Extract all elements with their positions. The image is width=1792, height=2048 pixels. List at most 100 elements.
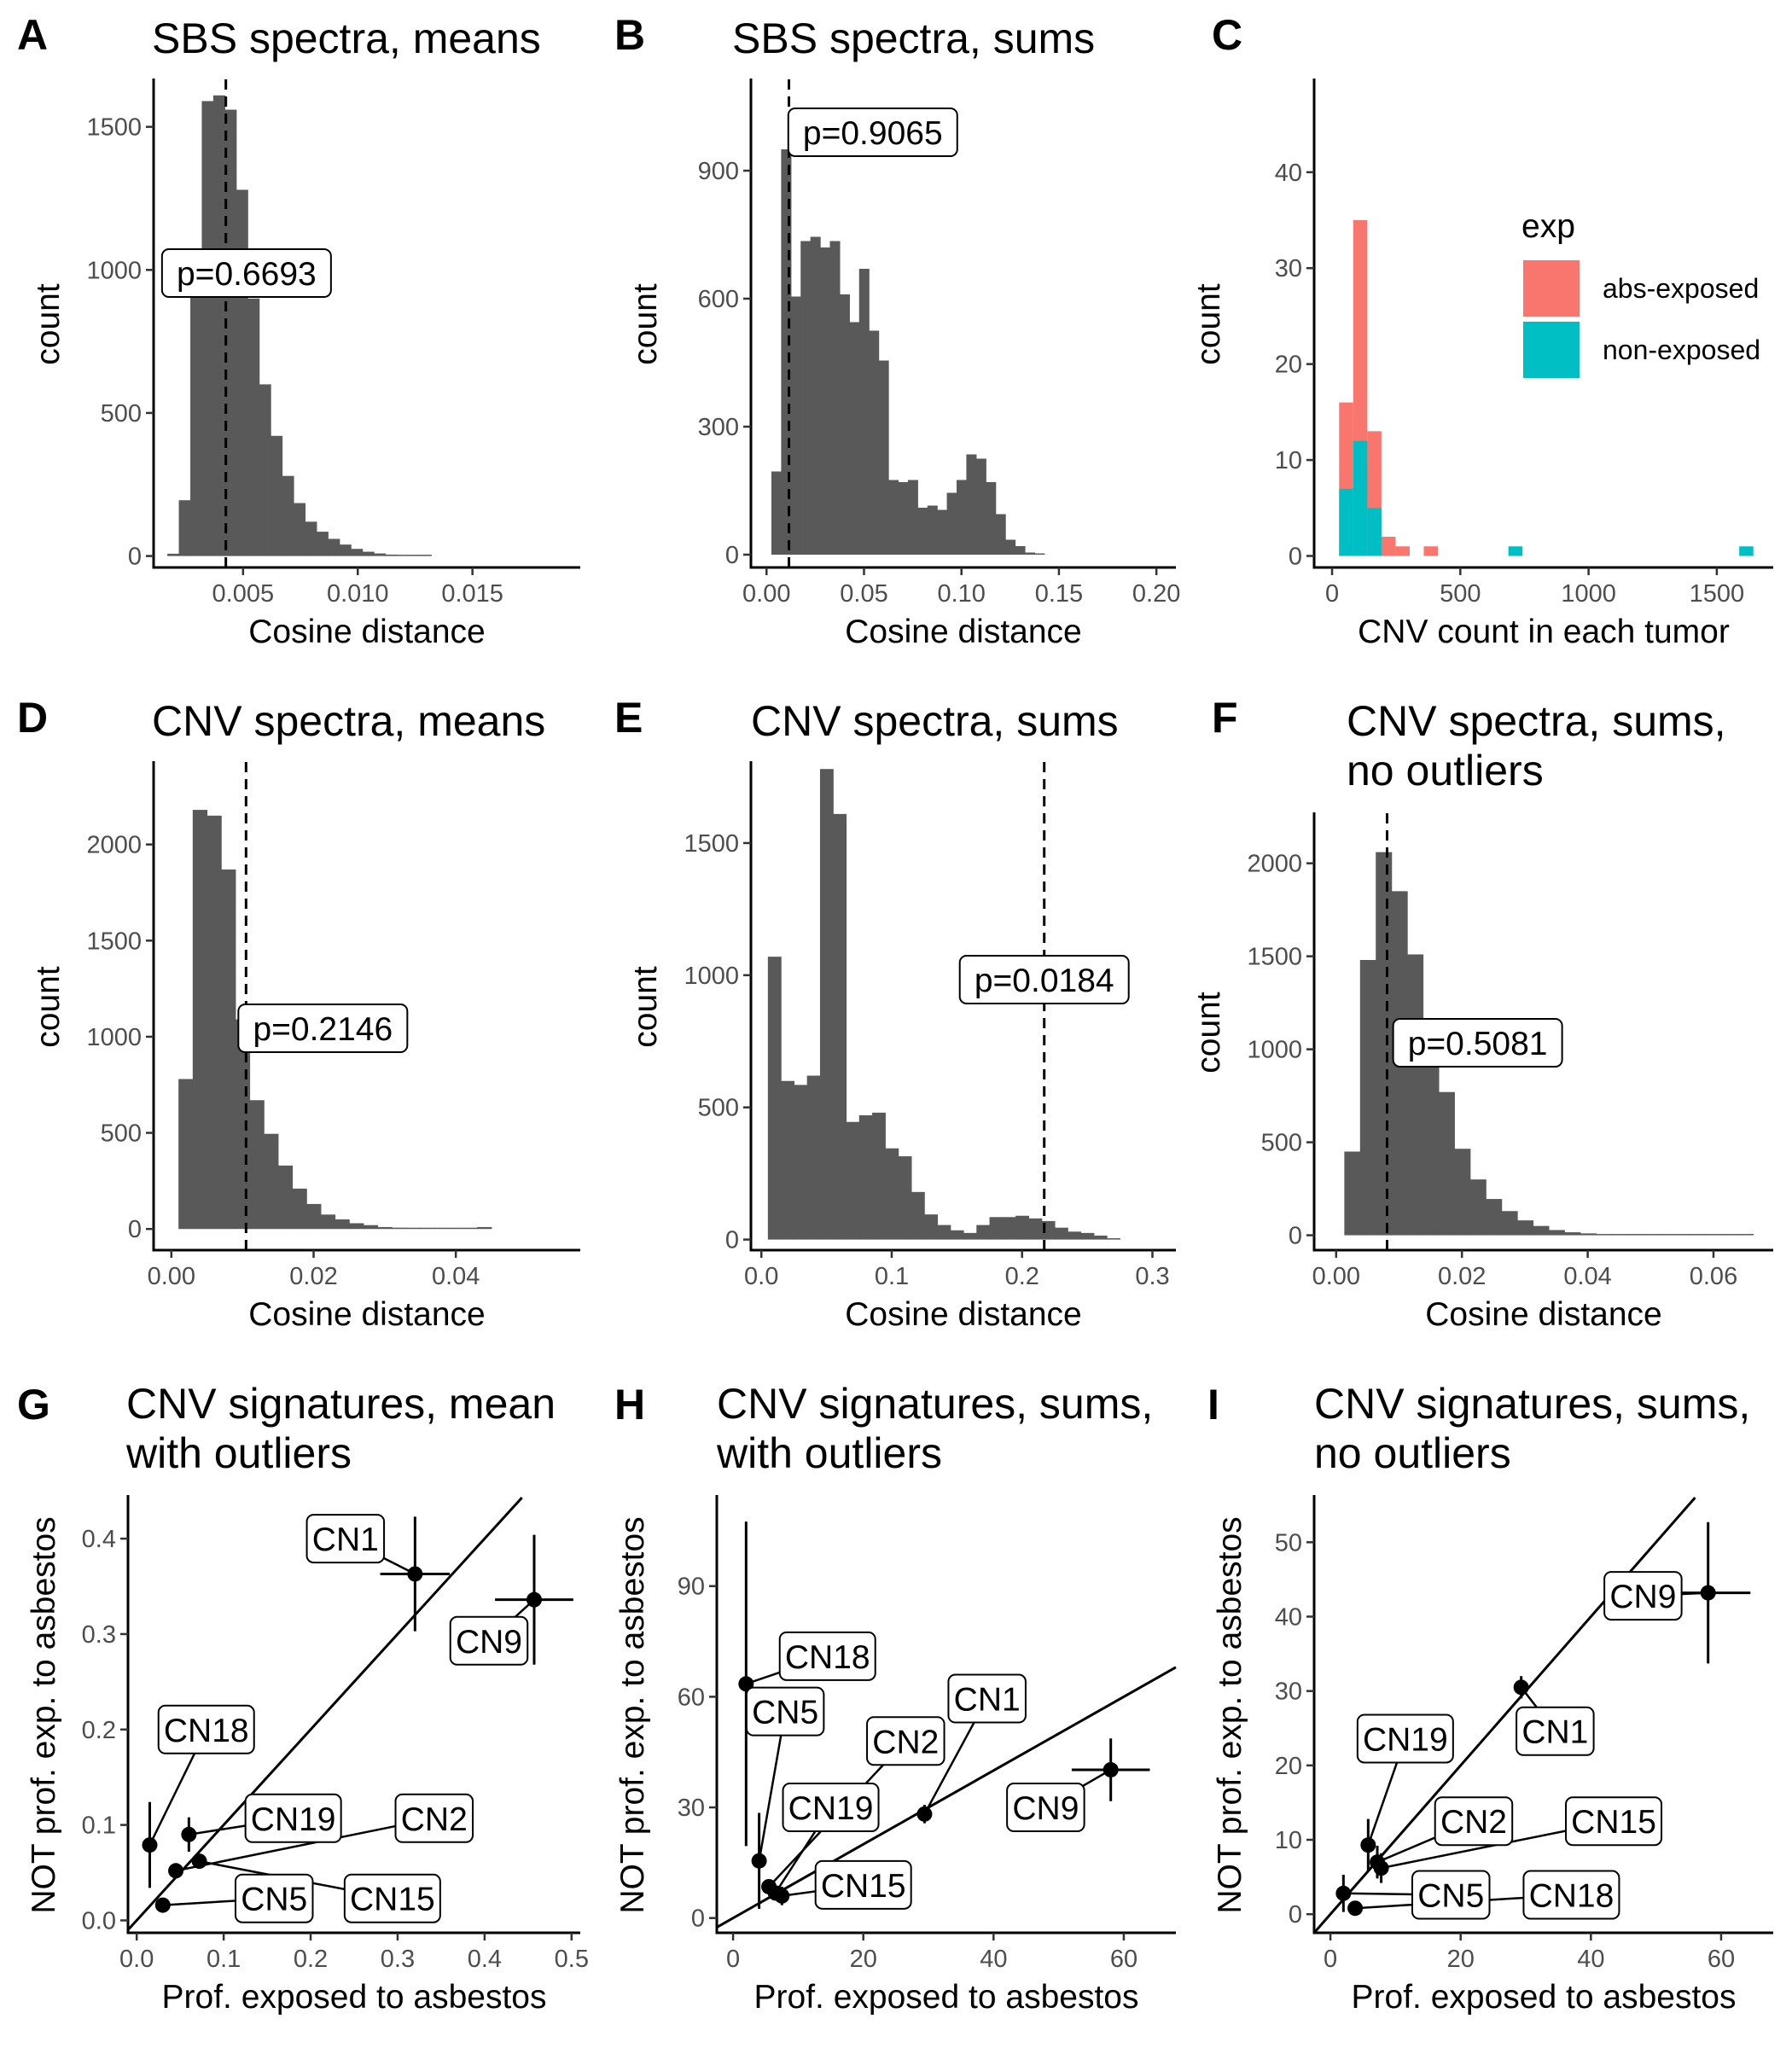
point-label-cn5-box [234, 1873, 314, 1923]
histogram-bar-abs-exposed [1381, 537, 1396, 556]
panel-label-e: E [614, 694, 643, 742]
point-cn15 [774, 1888, 790, 1904]
histogram-bar [316, 532, 329, 556]
x-tick-label: 1000 [1561, 580, 1616, 608]
point-label-cn1: CN1 [1521, 1714, 1588, 1751]
histogram-bar [829, 241, 841, 555]
histogram-bar [201, 101, 214, 556]
histogram-bar [888, 480, 899, 555]
point-label-cn18-box [157, 1704, 255, 1754]
histogram-bar [1627, 1234, 1644, 1236]
histogram-bar [1658, 1234, 1675, 1236]
y-tick-label: 40 [1275, 160, 1302, 187]
histogram-bar [1068, 1231, 1082, 1240]
pvalue-label-box [787, 108, 958, 157]
histogram-bar [963, 1232, 977, 1240]
label-leader [758, 1711, 787, 1861]
y-tick-label: 0.2 [82, 1717, 116, 1744]
y-tick-label: 30 [1275, 255, 1302, 282]
y-tick-label: 10 [1275, 447, 1302, 474]
x-tick-label: 0.3 [381, 1946, 415, 1973]
x-tick-label: 0.04 [1563, 1263, 1611, 1290]
histogram-bar [1674, 1234, 1691, 1236]
point-label-cn15-box [343, 1873, 441, 1923]
histogram-bar [810, 236, 821, 555]
histogram-bar [1533, 1225, 1550, 1236]
histogram-bar [937, 1225, 951, 1240]
y-tick-label: 0 [1289, 1901, 1302, 1929]
y-tick-label: 1500 [86, 928, 142, 955]
x-tick-label: 0.02 [1438, 1263, 1486, 1290]
x-axis-label: Cosine distance [845, 1296, 1082, 1333]
histogram-bar-abs-exposed [1423, 546, 1439, 556]
chart-title: with outliers [716, 1429, 942, 1477]
histogram-bar [1407, 954, 1424, 1236]
histogram-bar [767, 957, 782, 1240]
histogram-bar [1054, 1227, 1068, 1240]
x-axis-label: Cosine distance [845, 614, 1082, 650]
histogram-bar [858, 1115, 873, 1240]
histogram-bar [1517, 1220, 1534, 1236]
histogram-bar [846, 1121, 860, 1240]
y-tick-label: 1000 [86, 1024, 142, 1051]
panel-e: E CNV spectra, sums p=0.0184 0.0 0.1 0.2 0.3 0 5… [614, 694, 1176, 1333]
histogram-bar [477, 1226, 492, 1230]
histogram-bar [1643, 1234, 1660, 1236]
histogram-bar [966, 454, 977, 555]
x-tick-label: 500 [1440, 580, 1481, 608]
histogram-bar [212, 95, 225, 556]
histogram-bar [1005, 539, 1016, 555]
histogram-bar [167, 553, 180, 556]
histogram-bar [1564, 1232, 1581, 1236]
x-tick-label: 60 [1110, 1946, 1137, 1973]
point-cn18 [142, 1837, 158, 1853]
histogram-bar [1438, 1091, 1455, 1236]
histogram-bar [408, 555, 421, 556]
histogram-bar [1015, 1215, 1029, 1240]
pvalue-label-box [237, 1004, 409, 1053]
y-tick-label: 50 [1275, 1529, 1302, 1556]
x-tick-label: 0.3 [1135, 1263, 1169, 1290]
histogram-bar-abs-exposed [1395, 546, 1410, 556]
x-tick-label: 0.5 [555, 1946, 589, 1973]
legend-label: abs-exposed [1603, 273, 1759, 304]
point-cn1 [916, 1806, 933, 1822]
histogram-bar [207, 815, 222, 1230]
point-label-cn5-box [1411, 1870, 1491, 1920]
point-cn5 [154, 1897, 171, 1913]
histogram-bar [178, 500, 191, 556]
histogram-bar [946, 492, 957, 555]
y-tick-label: 0 [128, 544, 142, 571]
histogram-bar [463, 1227, 478, 1230]
histogram-bar [320, 1214, 336, 1230]
legend-label: non-exposed [1603, 335, 1760, 365]
y-tick-label: 0 [1289, 544, 1302, 571]
y-tick-label: 10 [1275, 1827, 1302, 1854]
x-tick-label: 0.2 [1005, 1263, 1039, 1290]
x-tick-label: 0.20 [1132, 580, 1180, 608]
histogram-bar [385, 554, 398, 556]
point-label-cn2: CN2 [872, 1724, 939, 1760]
x-axis-label: Prof. exposed to asbestos [162, 1979, 547, 2016]
point-cn19 [181, 1826, 197, 1842]
point-cn1 [407, 1566, 423, 1582]
histogram-bar [339, 544, 352, 556]
panel-label-c: C [1212, 11, 1242, 59]
histogram-bar-non-exposed [1339, 488, 1353, 556]
x-tick-label: 0 [726, 1946, 740, 1973]
histogram-bar [1690, 1234, 1707, 1236]
x-tick-label: 0.02 [289, 1263, 337, 1290]
x-tick-label: 0.04 [432, 1263, 480, 1290]
histogram-bar [819, 769, 834, 1240]
histogram-bar [986, 482, 997, 555]
histogram-bar-non-exposed [1367, 508, 1382, 556]
y-tick-label: 60 [678, 1684, 705, 1711]
y-tick-label: 1500 [86, 114, 142, 142]
histogram-bar [396, 555, 409, 556]
histogram-bar [362, 551, 375, 556]
histogram-bar [911, 1191, 925, 1240]
point-label-cn1: CN1 [954, 1682, 1021, 1719]
histogram-bar [434, 1227, 450, 1230]
histogram-bar [878, 360, 889, 555]
